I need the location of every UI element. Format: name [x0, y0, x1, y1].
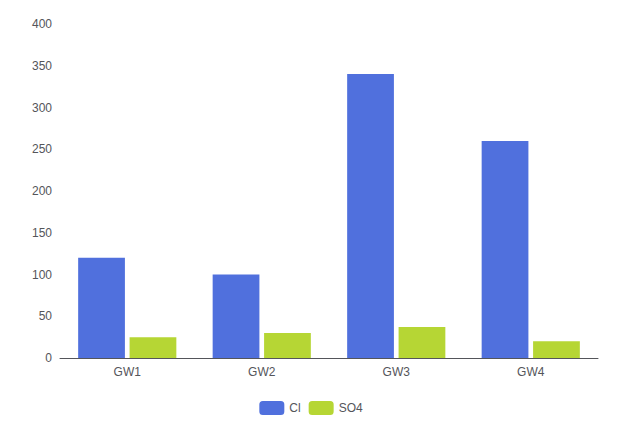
svg-text:100: 100 [32, 268, 52, 282]
svg-text:300: 300 [32, 101, 52, 115]
svg-text:400: 400 [32, 17, 52, 31]
svg-text:GW1: GW1 [114, 365, 142, 379]
svg-text:200: 200 [32, 184, 52, 198]
svg-text:150: 150 [32, 226, 52, 240]
svg-text:Cl: Cl [289, 401, 300, 415]
svg-text:0: 0 [45, 351, 52, 365]
svg-text:GW3: GW3 [383, 365, 411, 379]
svg-text:GW2: GW2 [248, 365, 276, 379]
svg-text:350: 350 [32, 59, 52, 73]
svg-text:250: 250 [32, 142, 52, 156]
svg-text:50: 50 [39, 309, 53, 323]
svg-text:GW4: GW4 [517, 365, 545, 379]
svg-text:SO4: SO4 [339, 401, 363, 415]
